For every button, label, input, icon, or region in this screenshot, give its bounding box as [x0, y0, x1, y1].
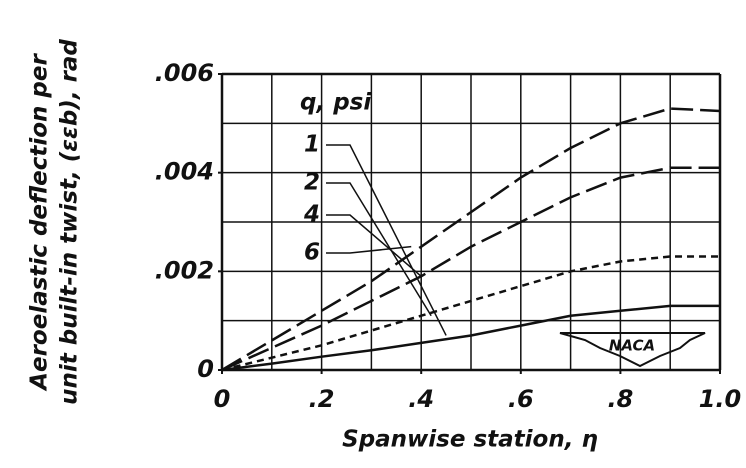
- y-tick-label: 0: [197, 355, 214, 383]
- series-line: [221, 304, 720, 372]
- series-line: [221, 255, 720, 372]
- legend-label: 2: [304, 170, 320, 196]
- x-tick-label: 1.0: [699, 385, 742, 413]
- y-tick-label: .002: [155, 256, 214, 284]
- legend-label: 1: [304, 132, 320, 158]
- legend-leader: [326, 144, 447, 336]
- x-label: Spanwise station, η: [342, 427, 598, 453]
- legend-leader: [326, 182, 432, 317]
- x-tick-label: .2: [309, 385, 335, 413]
- legend-label: 6: [304, 240, 320, 266]
- y-label-2: unit built-in twist, (εεb), rad: [57, 39, 83, 405]
- x-tick-label: 0: [214, 385, 231, 413]
- logo-text: NACA: [609, 337, 655, 355]
- legend-leader: [326, 214, 422, 277]
- x-tick-label: .4: [408, 385, 434, 413]
- legend-leader: [326, 245, 412, 254]
- axis-labels: Aeroelastic deflection per unit built-in…: [27, 39, 598, 453]
- y-tick-label: .006: [155, 59, 214, 87]
- logo: NACA: [559, 332, 706, 368]
- logo-wing: [559, 332, 706, 368]
- legend-title: q, psi: [300, 90, 372, 116]
- series-line: [221, 107, 721, 372]
- y-tick-label: .004: [155, 158, 214, 186]
- legend-label: 4: [303, 202, 320, 228]
- series-line: [221, 166, 720, 372]
- y-label-1: Aeroelastic deflection per: [27, 53, 53, 392]
- x-tick-label: .6: [508, 385, 534, 413]
- x-tick-label: .8: [607, 385, 633, 413]
